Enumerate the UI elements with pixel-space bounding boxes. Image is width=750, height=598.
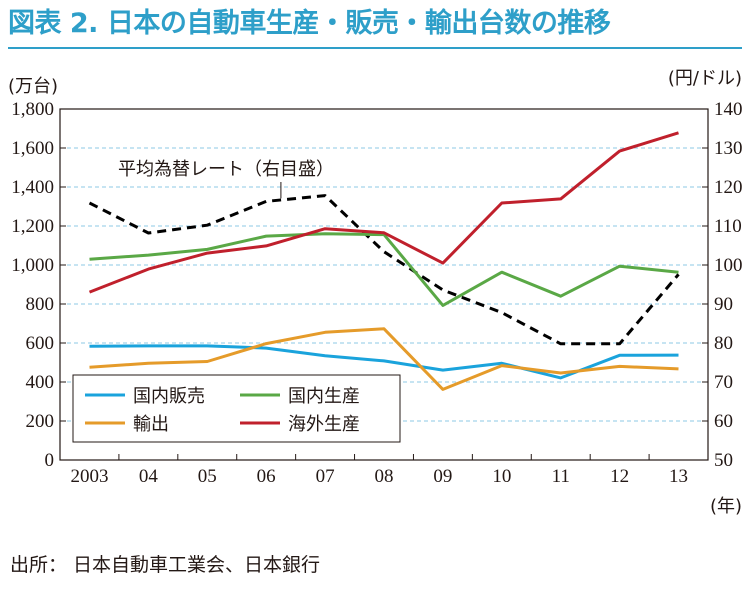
left-tick-label: 0 [45, 450, 55, 471]
legend-label: 国内販売 [133, 386, 205, 407]
legend-box [72, 374, 401, 443]
series-line-3 [88, 131, 679, 294]
right-tick-label: 110 [714, 216, 742, 237]
chart-title: 図表 2. 日本の自動車生産・販売・輸出台数の推移 [8, 8, 611, 39]
right-tick-label: 100 [714, 255, 743, 276]
series-line-2 [89, 327, 679, 391]
axis-ticks: 0 200 400 600 800 1,000 1,200 1,400 1,600 1,800 50… [11, 99, 742, 487]
right-tick-label: 50 [714, 450, 733, 471]
legend-label: 輸出 [133, 414, 169, 435]
left-tick-label: 1,200 [11, 216, 54, 237]
left-tick-label: 200 [26, 411, 55, 432]
right-tick-label: 60 [714, 411, 733, 432]
x-tick-label: 12 [610, 466, 629, 487]
x-tick-label: 2003 [70, 466, 108, 487]
legend-label: 海外生産 [288, 414, 360, 435]
left-tick-label: 600 [26, 333, 55, 354]
left-tick-label: 400 [26, 372, 55, 393]
x-tick-label: 11 [552, 466, 570, 487]
right-tick-label: 120 [714, 177, 743, 198]
left-axis-unit: (万台) [8, 76, 58, 97]
x-tick-label: 07 [316, 466, 335, 487]
x-tick-label: 08 [375, 466, 394, 487]
x-tick-label: 13 [669, 466, 688, 487]
source-note: 出所： 日本自動車工業会、日本銀行 [10, 554, 321, 576]
right-tick-label: 140 [714, 99, 743, 120]
right-axis-unit: (円/ドル) [668, 68, 742, 89]
x-tick-label: 10 [492, 466, 511, 487]
x-tick-label: 04 [139, 466, 159, 487]
left-tick-label: 1,000 [11, 255, 54, 276]
left-tick-label: 1,800 [11, 99, 54, 120]
right-tick-label: 80 [714, 333, 733, 354]
right-tick-label: 90 [714, 294, 733, 315]
x-tick-label: 06 [257, 466, 276, 487]
series-line-4 [88, 194, 680, 346]
left-tick-label: 1,400 [11, 177, 54, 198]
plot-frame [59, 108, 709, 461]
right-tick-label: 70 [714, 372, 733, 393]
left-tick-label: 1,600 [11, 138, 54, 159]
x-tick-label: 05 [198, 466, 217, 487]
x-axis-unit: (年) [710, 496, 742, 517]
left-tick-label: 800 [26, 294, 55, 315]
right-tick-label: 130 [714, 138, 743, 159]
legend-label: 国内生産 [288, 386, 360, 407]
x-tick-label: 09 [433, 466, 452, 487]
series-lines [88, 131, 680, 391]
annotation: 平均為替レート（右目盛） [118, 159, 334, 199]
series-line-1 [89, 232, 679, 307]
title-underline [8, 47, 742, 49]
annotation-label: 平均為替レート（右目盛） [118, 159, 334, 180]
